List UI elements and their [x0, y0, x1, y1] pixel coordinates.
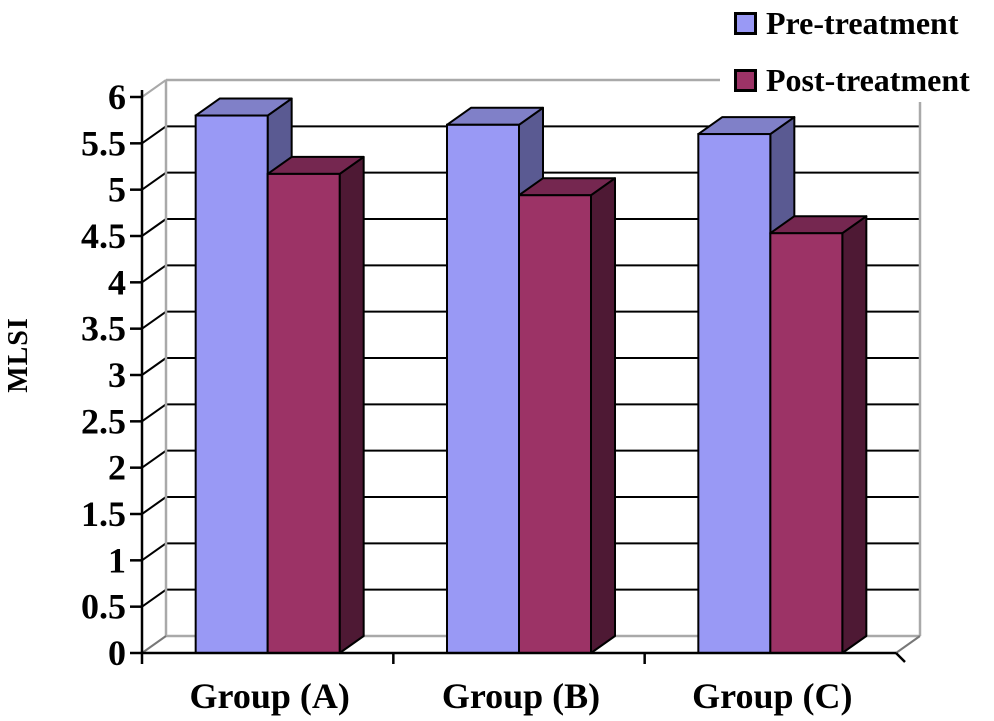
x-category-label: Group (C)	[692, 676, 852, 716]
legend-item-post-treatment: Post-treatment	[734, 64, 994, 96]
left-wall-gridline-stub	[141, 588, 167, 608]
y-tick-label: 1	[108, 540, 126, 580]
x-axis-end-tick	[895, 652, 906, 663]
y-tick-label: 4.5	[81, 216, 126, 256]
bar-front-face	[194, 114, 269, 655]
legend-swatch-pre-treatment-icon	[734, 11, 757, 35]
left-wall-top-diagonal	[141, 79, 167, 98]
x-category-label: Group (A)	[189, 676, 349, 716]
legend: Pre-treatment Post-treatment	[720, 0, 994, 102]
left-wall-gridline-stub	[141, 496, 167, 515]
left-wall-gridline-stub	[141, 171, 167, 191]
left-wall-gridline-stub	[141, 310, 167, 330]
y-tick-label: 5	[108, 170, 126, 210]
bar-side-face	[590, 177, 616, 654]
bar-side-face	[841, 215, 868, 654]
y-tick-label: 5.5	[81, 123, 126, 163]
bar-front-face	[769, 232, 844, 654]
left-wall-gridline-stub	[141, 357, 167, 376]
bar-post-treatment-group-c	[769, 215, 868, 654]
floor-right-diagonal	[895, 635, 921, 654]
left-wall-gridline-stub	[141, 449, 167, 469]
legend-label-post-treatment: Post-treatment	[766, 62, 970, 98]
bar-side-face	[338, 155, 365, 654]
y-tick-label: 2.5	[81, 401, 126, 441]
left-wall-gridline-stub	[141, 403, 167, 423]
y-tick-label: 3.5	[81, 309, 126, 349]
bar-front-face	[697, 133, 772, 655]
bar-post-treatment-group-b	[518, 177, 616, 655]
left-wall-gridline-stub	[141, 125, 167, 145]
y-tick-label: 0.5	[81, 587, 126, 627]
bar-front-face	[266, 172, 341, 654]
bar-front-face	[446, 123, 520, 655]
y-tick-label: 3	[108, 355, 126, 395]
floor-left-diagonal	[141, 635, 167, 654]
left-wall-gridline-stub	[141, 542, 167, 562]
y-tick-label: 2	[108, 448, 126, 488]
legend-swatch-post-treatment-icon	[734, 68, 757, 92]
y-tick-label: 1.5	[81, 494, 126, 534]
bar-post-treatment-group-a	[266, 155, 365, 654]
y-axis-title: MLSI	[3, 317, 34, 393]
x-category-label: Group (B)	[442, 676, 600, 716]
left-wall-gridline-stub	[141, 218, 167, 237]
y-tick-label: 0	[108, 633, 126, 673]
legend-label-pre-treatment: Pre-treatment	[766, 5, 959, 41]
bar-front-face	[518, 194, 592, 655]
legend-item-pre-treatment: Pre-treatment	[734, 7, 994, 39]
y-tick-label: 6	[108, 77, 126, 117]
left-wall-gridline-stub	[141, 264, 167, 284]
y-tick-label: 4	[108, 262, 126, 302]
